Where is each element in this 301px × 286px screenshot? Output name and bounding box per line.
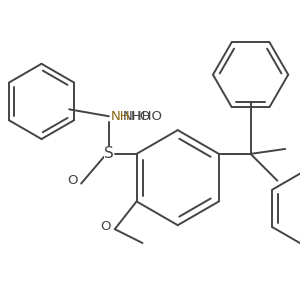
Text: S: S <box>104 146 114 161</box>
Text: O: O <box>68 174 78 186</box>
Text: O: O <box>100 220 111 233</box>
Text: HO: HO <box>131 110 151 123</box>
Text: NH: NH <box>111 110 130 123</box>
Text: NHHO: NHHO <box>123 110 163 123</box>
